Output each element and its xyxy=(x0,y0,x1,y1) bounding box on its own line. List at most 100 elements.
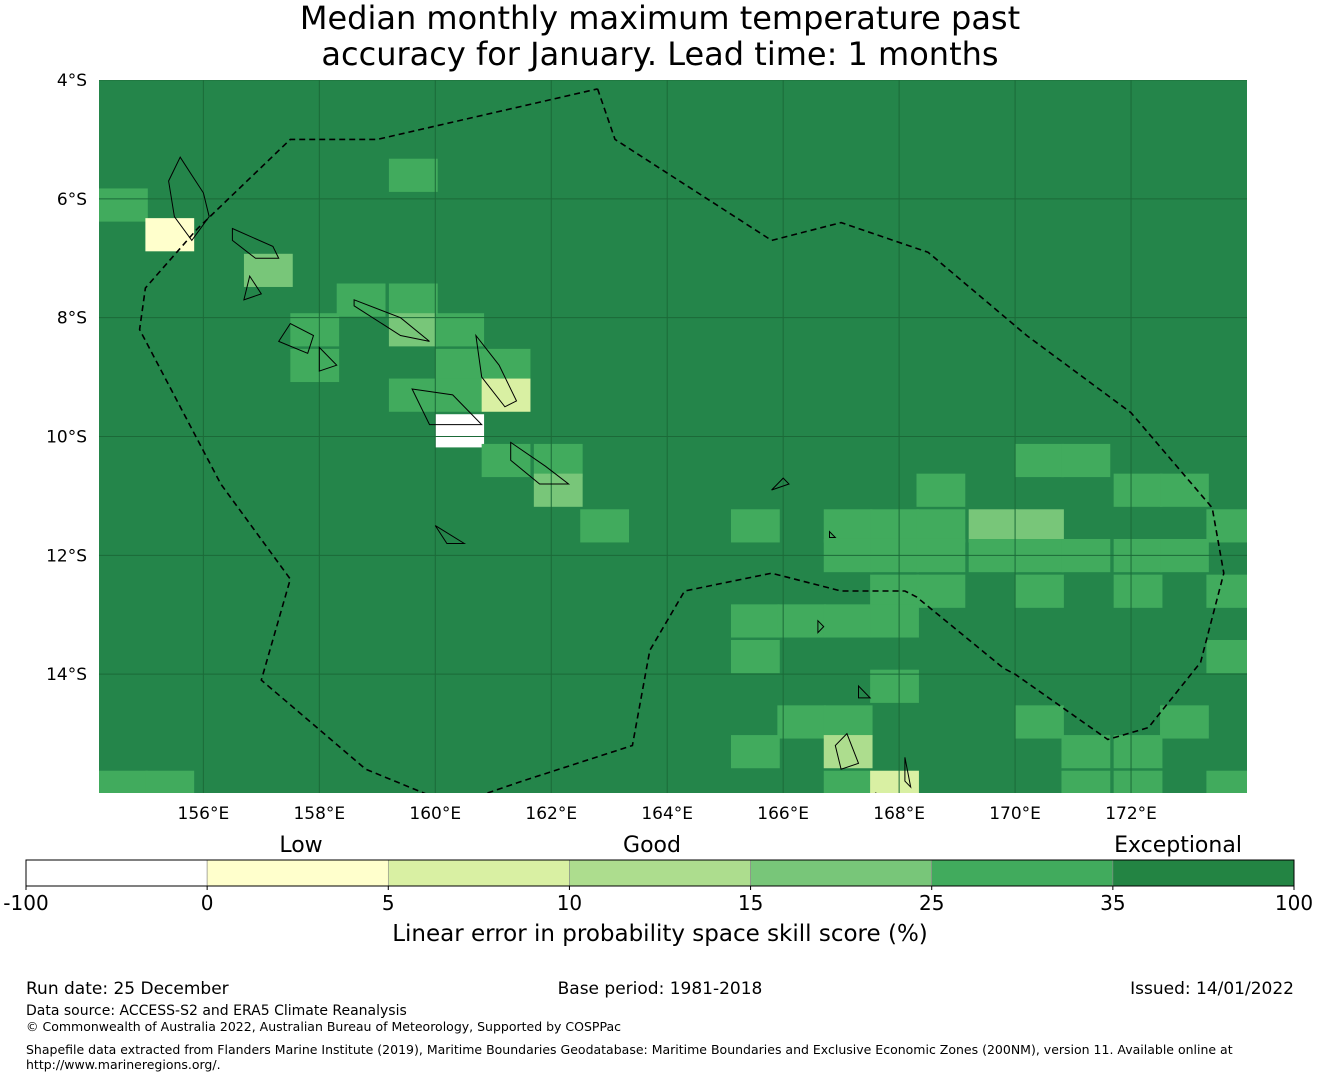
latitude-label: 4°S xyxy=(57,71,87,91)
skill-cell xyxy=(388,283,438,317)
skill-cell xyxy=(1061,770,1111,793)
island-outline xyxy=(904,757,912,789)
skill-cell xyxy=(1061,735,1111,769)
colorbar-tick-label: 100 xyxy=(1275,891,1313,915)
longitude-label: 172°E xyxy=(1105,804,1157,824)
data-source: Data source: ACCESS-S2 and ERA5 Climate … xyxy=(26,1003,407,1019)
skill-cell xyxy=(1206,640,1247,674)
skill-cell xyxy=(1206,574,1247,608)
skill-cell xyxy=(823,705,873,739)
island-outline xyxy=(510,441,571,485)
skill-cell xyxy=(870,509,919,543)
base-period: Base period: 1981-2018 xyxy=(558,979,763,999)
skill-cell xyxy=(99,188,148,222)
longitude-label: 156°E xyxy=(178,804,230,824)
colorbar-caption: Linear error in probability space skill … xyxy=(392,921,928,947)
longitude-label: 162°E xyxy=(525,804,577,824)
colorbar xyxy=(25,859,1295,887)
skill-cell xyxy=(916,574,966,608)
longitude-label: 158°E xyxy=(293,804,345,824)
skill-cell xyxy=(1160,705,1209,739)
skill-cell xyxy=(1015,509,1064,543)
skill-cell xyxy=(435,313,485,347)
skill-cell xyxy=(388,313,438,347)
skill-cell xyxy=(435,378,485,412)
copyright: © Commonwealth of Australia 2022, Austra… xyxy=(26,1019,621,1034)
island-outline xyxy=(411,388,483,426)
colorbar-tick-label: 25 xyxy=(919,891,944,915)
skill-cell xyxy=(823,509,873,543)
island-outline xyxy=(829,530,837,538)
island-outline xyxy=(318,346,338,372)
colorbar-bin xyxy=(387,859,570,887)
colorbar-bin xyxy=(206,859,389,887)
longitude-label: 164°E xyxy=(641,804,693,824)
shapefile-credit-line-1: Shapefile data extracted from Flanders M… xyxy=(26,1042,1233,1057)
skill-cell xyxy=(388,378,438,412)
colorbar-tick-label: 35 xyxy=(1100,891,1125,915)
colorbar-bin xyxy=(931,859,1114,887)
title-line-1: Median monthly maximum temperature past xyxy=(299,0,1021,37)
skill-cell xyxy=(730,509,780,543)
legend-good-label: Good xyxy=(623,833,681,858)
skill-cell xyxy=(481,443,531,478)
island-outline xyxy=(834,732,860,770)
latitude-label: 14°S xyxy=(46,665,87,685)
skill-cell xyxy=(870,604,919,638)
skill-cell xyxy=(730,735,780,769)
colorbar-tick-label: 10 xyxy=(557,891,582,915)
latitude-label: 10°S xyxy=(46,428,87,448)
skill-cell xyxy=(435,414,485,448)
skill-cell xyxy=(823,604,873,638)
island-outline xyxy=(475,333,518,408)
colorbar-tick-label: 0 xyxy=(201,891,214,915)
colorbar-bin xyxy=(569,859,751,887)
colorbar-ticks: -100 0 5 10 15 25 35 100 xyxy=(3,886,1313,915)
island-outline xyxy=(168,156,210,242)
graticule-layer xyxy=(99,80,1247,793)
skill-cell xyxy=(388,158,438,192)
colorbar-tick-label: 5 xyxy=(382,891,395,915)
skill-cell xyxy=(99,770,148,793)
island-outline xyxy=(231,227,280,259)
longitude-labels: 156°E 158°E 160°E 162°E 164°E 166°E 168°E 170°E… xyxy=(178,804,1157,824)
skill-cell xyxy=(916,473,966,507)
skill-cell xyxy=(435,348,485,383)
skill-cell xyxy=(1113,473,1163,507)
legend-exceptional-label: Exceptional xyxy=(1114,833,1242,858)
island-outline xyxy=(277,322,315,354)
skill-cell xyxy=(533,473,583,507)
skill-cell xyxy=(823,770,873,793)
longitude-label: 160°E xyxy=(409,804,461,824)
skill-cell xyxy=(730,604,780,638)
skill-cell xyxy=(1206,770,1247,793)
skill-cell xyxy=(336,283,386,317)
skill-cell xyxy=(916,509,966,543)
skill-cell xyxy=(145,218,195,252)
skill-cell xyxy=(481,348,531,383)
issued-date: Issued: 14/01/2022 xyxy=(1130,979,1294,999)
longitude-label: 170°E xyxy=(989,804,1041,824)
skill-cell xyxy=(1015,574,1064,608)
skill-cell xyxy=(968,509,1018,543)
colorbar-tick-label: 15 xyxy=(738,891,763,915)
island-outline xyxy=(858,684,872,699)
skill-cell xyxy=(1113,770,1163,793)
skill-cell xyxy=(730,640,780,674)
title-line-2: accuracy for January. Lead time: 1 month… xyxy=(321,35,999,73)
skill-cell xyxy=(1113,574,1163,608)
skill-cell xyxy=(481,378,531,412)
skill-cell xyxy=(290,348,340,383)
colorbar-frame xyxy=(25,859,1295,887)
latitude-label: 12°S xyxy=(46,546,87,566)
skill-cell xyxy=(1015,705,1064,739)
island-outline xyxy=(353,299,430,342)
skill-cell xyxy=(1015,443,1064,478)
skill-cell xyxy=(1061,443,1111,478)
skill-cell xyxy=(870,669,919,703)
skill-cell xyxy=(243,253,293,287)
island-outline xyxy=(243,274,263,301)
longitude-label: 166°E xyxy=(757,804,809,824)
skill-cell xyxy=(1113,735,1163,769)
